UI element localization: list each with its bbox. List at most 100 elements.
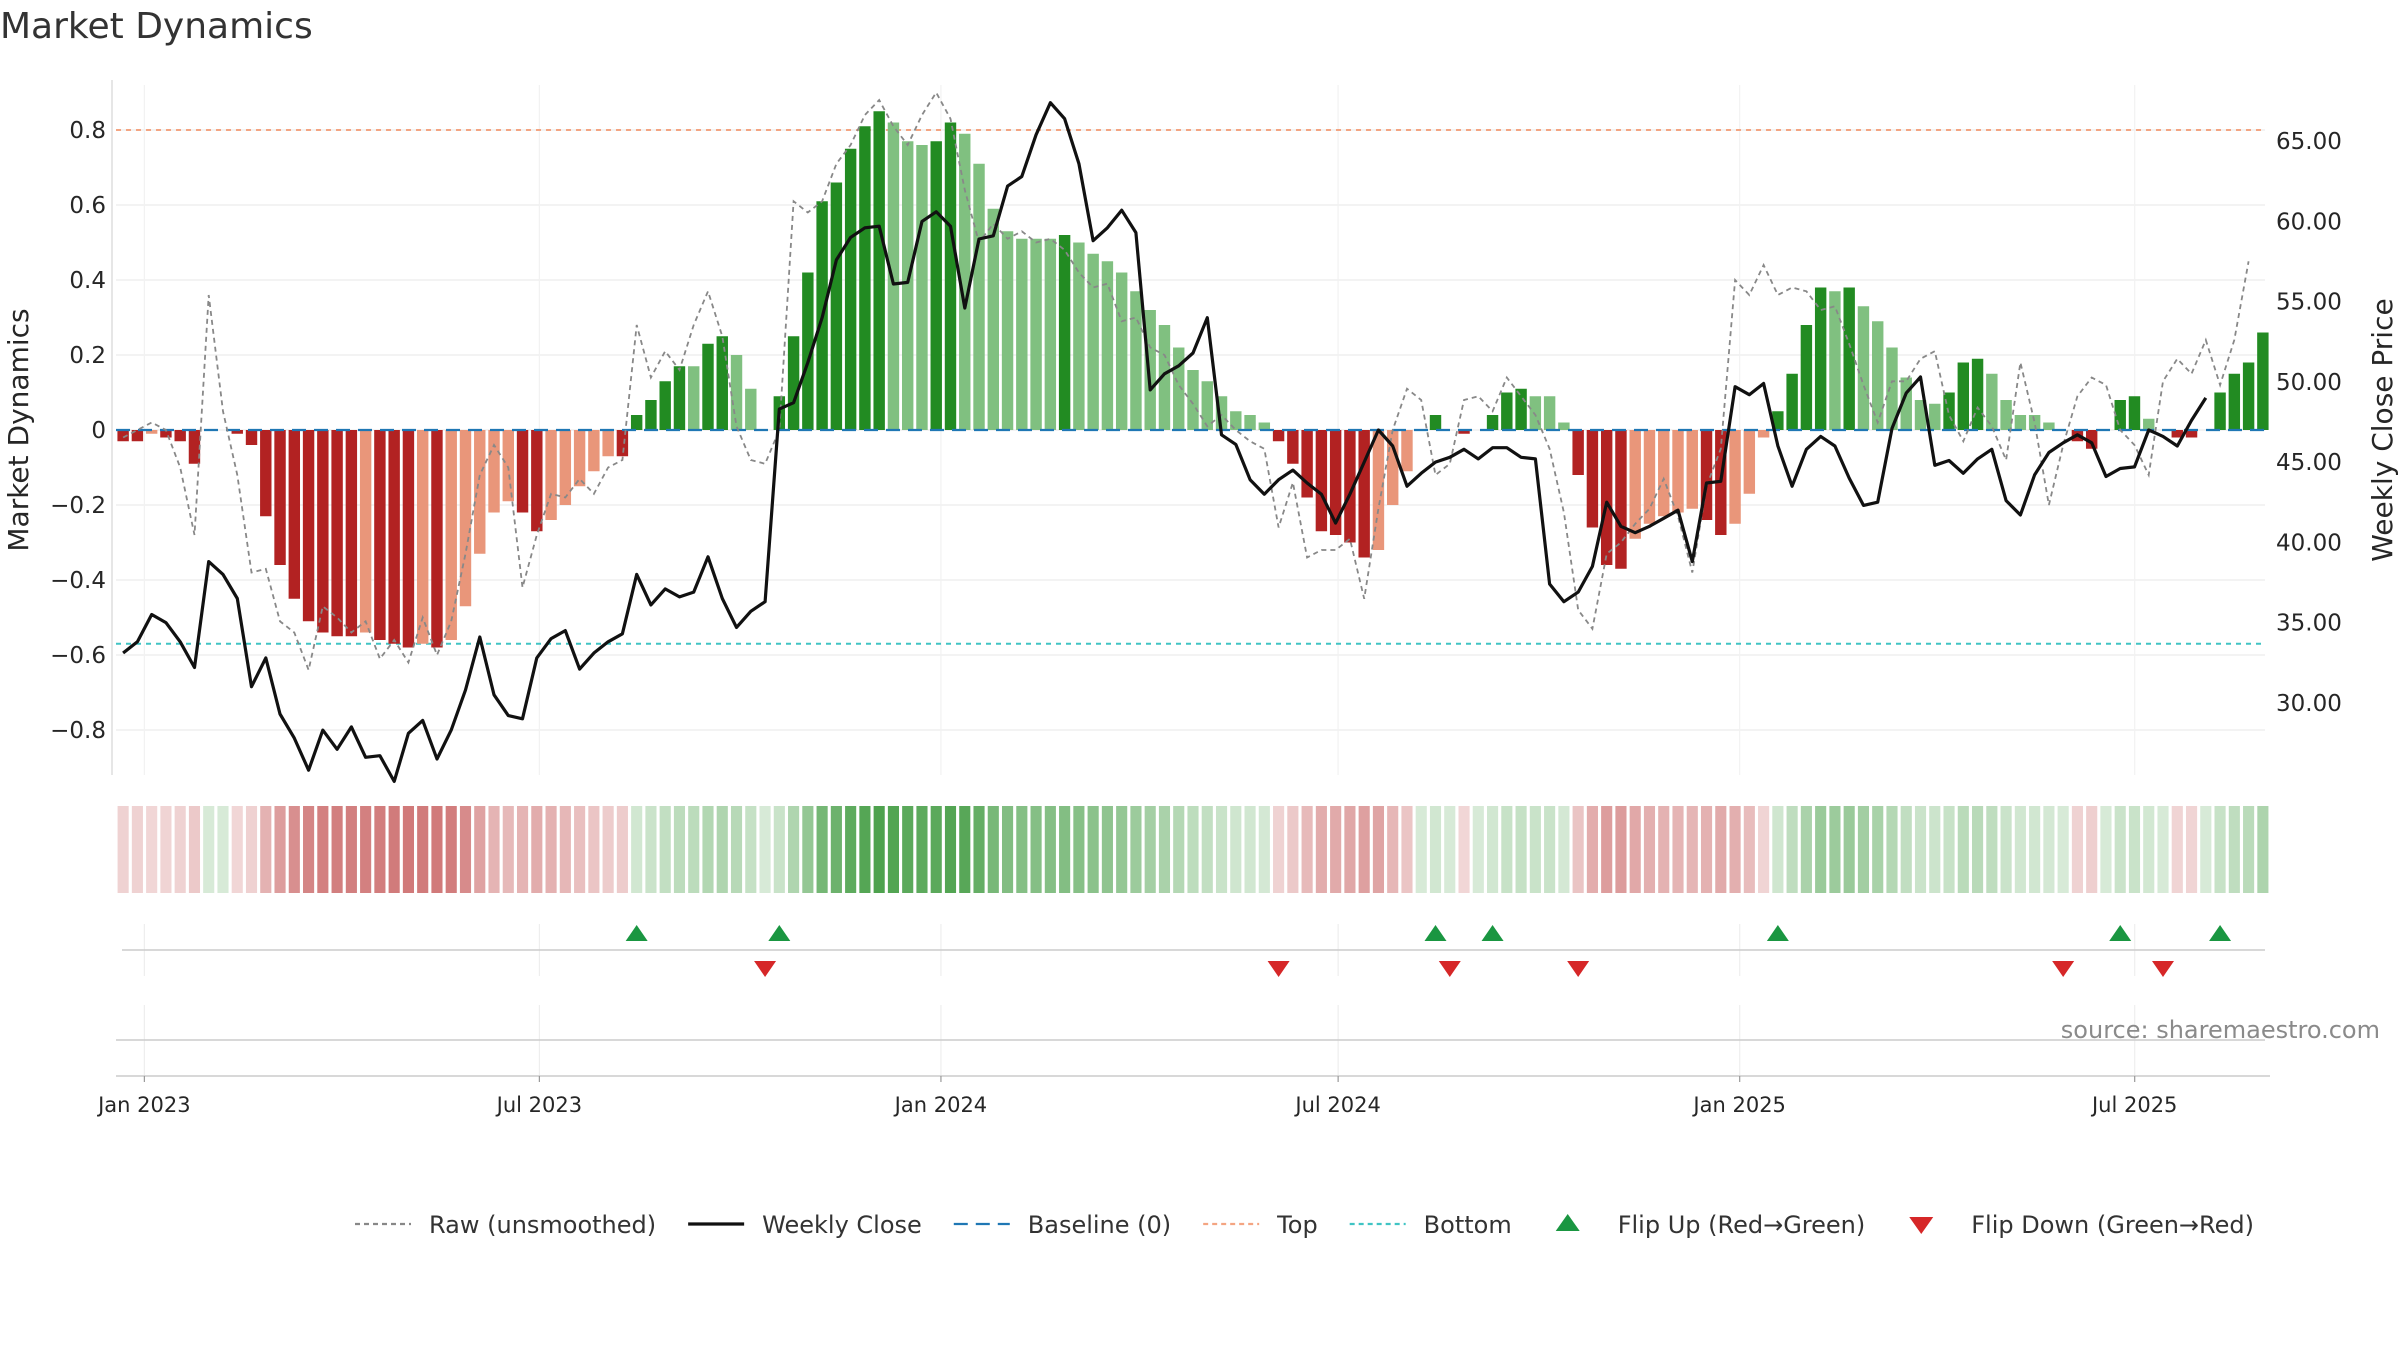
regime-strip-cell <box>1615 806 1627 893</box>
market-dynamics-bar <box>1686 430 1698 509</box>
y-tick-label: −0.2 <box>50 493 106 519</box>
market-dynamics-bar <box>1672 430 1684 513</box>
regime-strip-cell <box>488 806 500 893</box>
date-tick-label: Jul 2023 <box>495 1093 582 1117</box>
y-tick-label: 0.4 <box>69 268 106 294</box>
regime-strip-cell <box>730 806 743 893</box>
regime-strip-cell <box>1401 806 1413 893</box>
market-dynamics-bar <box>2014 415 2027 430</box>
market-dynamics-bar <box>887 122 900 430</box>
flip-up-marker <box>1766 925 1789 941</box>
market-dynamics-bar <box>630 415 643 430</box>
market-dynamics-bar <box>1073 242 1085 430</box>
market-dynamics-bar <box>1586 430 1599 528</box>
market-dynamics-bar <box>616 430 629 457</box>
regime-strip-cell <box>859 806 871 893</box>
market-dynamics-bar <box>1501 392 1513 430</box>
market-dynamics-bar <box>1843 287 1855 430</box>
regime-strip-cell <box>345 806 357 893</box>
market-dynamics-bar <box>1244 415 1256 430</box>
regime-strip-cell <box>1287 806 1299 893</box>
flip-down-marker <box>1267 961 1290 977</box>
date-tick-label: Jul 2024 <box>1293 1093 1380 1117</box>
regime-strip-cell <box>1586 806 1598 893</box>
market-dynamics-bar <box>659 381 671 430</box>
market-dynamics-bar <box>1429 415 1442 430</box>
market-dynamics-bar <box>1886 347 1898 430</box>
market-dynamics-bar <box>859 126 871 430</box>
regime-strip-cell <box>1087 806 1099 893</box>
market-dynamics-bar <box>288 430 301 599</box>
market-dynamics-bar <box>2185 430 2198 438</box>
market-dynamics-bar <box>317 430 329 633</box>
regime-strip-cell <box>759 806 771 893</box>
raw-unsmoothed-line <box>122 90 2250 674</box>
regime-strip-cell <box>1215 806 1228 893</box>
market-dynamics-bar <box>602 430 614 457</box>
market-dynamics-bar <box>231 430 243 434</box>
market-dynamics-bar <box>1543 396 1556 430</box>
flip-down-marker <box>2152 961 2175 977</box>
market-dynamics-bar <box>1201 381 1213 430</box>
market-dynamics-bar <box>359 430 372 633</box>
market-dynamics-bar <box>2028 415 2041 430</box>
regime-strip-cell <box>2000 806 2012 893</box>
regime-strip-cell <box>830 806 842 893</box>
weekly-close-line <box>122 101 2208 784</box>
regime-strip-cell <box>2100 806 2112 893</box>
legend-label: Flip Down (Green→Red) <box>1971 1211 2254 1239</box>
regime-strip-cell <box>588 806 600 893</box>
regime-strip-cell <box>559 806 571 893</box>
regime-strip-cell <box>1130 806 1142 893</box>
market-dynamics-bar <box>1329 430 1342 535</box>
regime-strip-cell <box>2114 806 2126 893</box>
regime-strip-cell <box>1929 806 1941 893</box>
y-tick-label: 0.2 <box>69 343 106 369</box>
legend-marker-flip-down <box>1909 1217 1934 1234</box>
y-tick-label: 0.6 <box>69 193 106 219</box>
market-dynamics-bar <box>260 430 272 517</box>
market-dynamics-bar <box>502 430 514 502</box>
y-tick-label: 0 <box>91 418 106 444</box>
regime-strip-cell <box>402 806 414 893</box>
flip-up-marker <box>2209 925 2232 941</box>
market-dynamics-bar <box>1030 238 1042 430</box>
y-tick-label: 0.8 <box>69 118 106 144</box>
market-dynamics-bar <box>688 366 700 430</box>
regime-strip-cell <box>1144 806 1156 893</box>
regime-strip-cell <box>745 806 757 893</box>
market-dynamics-bar <box>1344 430 1356 543</box>
market-dynamics-bar <box>1529 396 1542 430</box>
market-dynamics-bar <box>830 182 843 430</box>
market-dynamics-bar <box>1658 430 1670 517</box>
market-dynamics-bar <box>1643 430 1656 524</box>
market-dynamics-bar <box>1615 430 1627 569</box>
regime-strip-cell <box>1972 806 1984 893</box>
regime-strip-cell <box>1330 806 1342 893</box>
regime-strip-cell <box>2057 806 2069 893</box>
flip-down-marker <box>754 961 777 977</box>
regime-strip-cell <box>987 806 999 893</box>
y2-tick-label: 50.00 <box>2276 370 2342 396</box>
market-dynamics-bar <box>1130 291 1142 430</box>
market-dynamics-bar <box>1558 422 1570 430</box>
regime-strip-cell <box>317 806 329 893</box>
market-dynamics-bar <box>331 430 343 637</box>
regime-strip-cell <box>1116 806 1128 893</box>
regime-strip-cell <box>2086 806 2098 893</box>
market-dynamics-bar <box>1387 430 1399 505</box>
regime-strip-cell <box>1943 806 1955 893</box>
regime-strip-cell <box>516 806 529 893</box>
regime-strip-cell <box>288 806 300 893</box>
market-dynamics-bar <box>402 430 415 648</box>
market-dynamics-bar <box>1272 430 1285 442</box>
regime-strip-cell <box>117 806 129 893</box>
market-dynamics-bar <box>1772 411 1784 430</box>
legend: Raw (unsmoothed) Weekly Close Baseline (0)… <box>355 1211 2254 1239</box>
market-dynamics-bar <box>1486 415 1499 430</box>
market-dynamics-bar <box>345 430 358 637</box>
market-dynamics-bar <box>1743 430 1756 494</box>
regime-strip-cell <box>1843 806 1855 893</box>
flip-down-marker <box>1567 961 1590 977</box>
flip-up-marker <box>768 925 791 941</box>
